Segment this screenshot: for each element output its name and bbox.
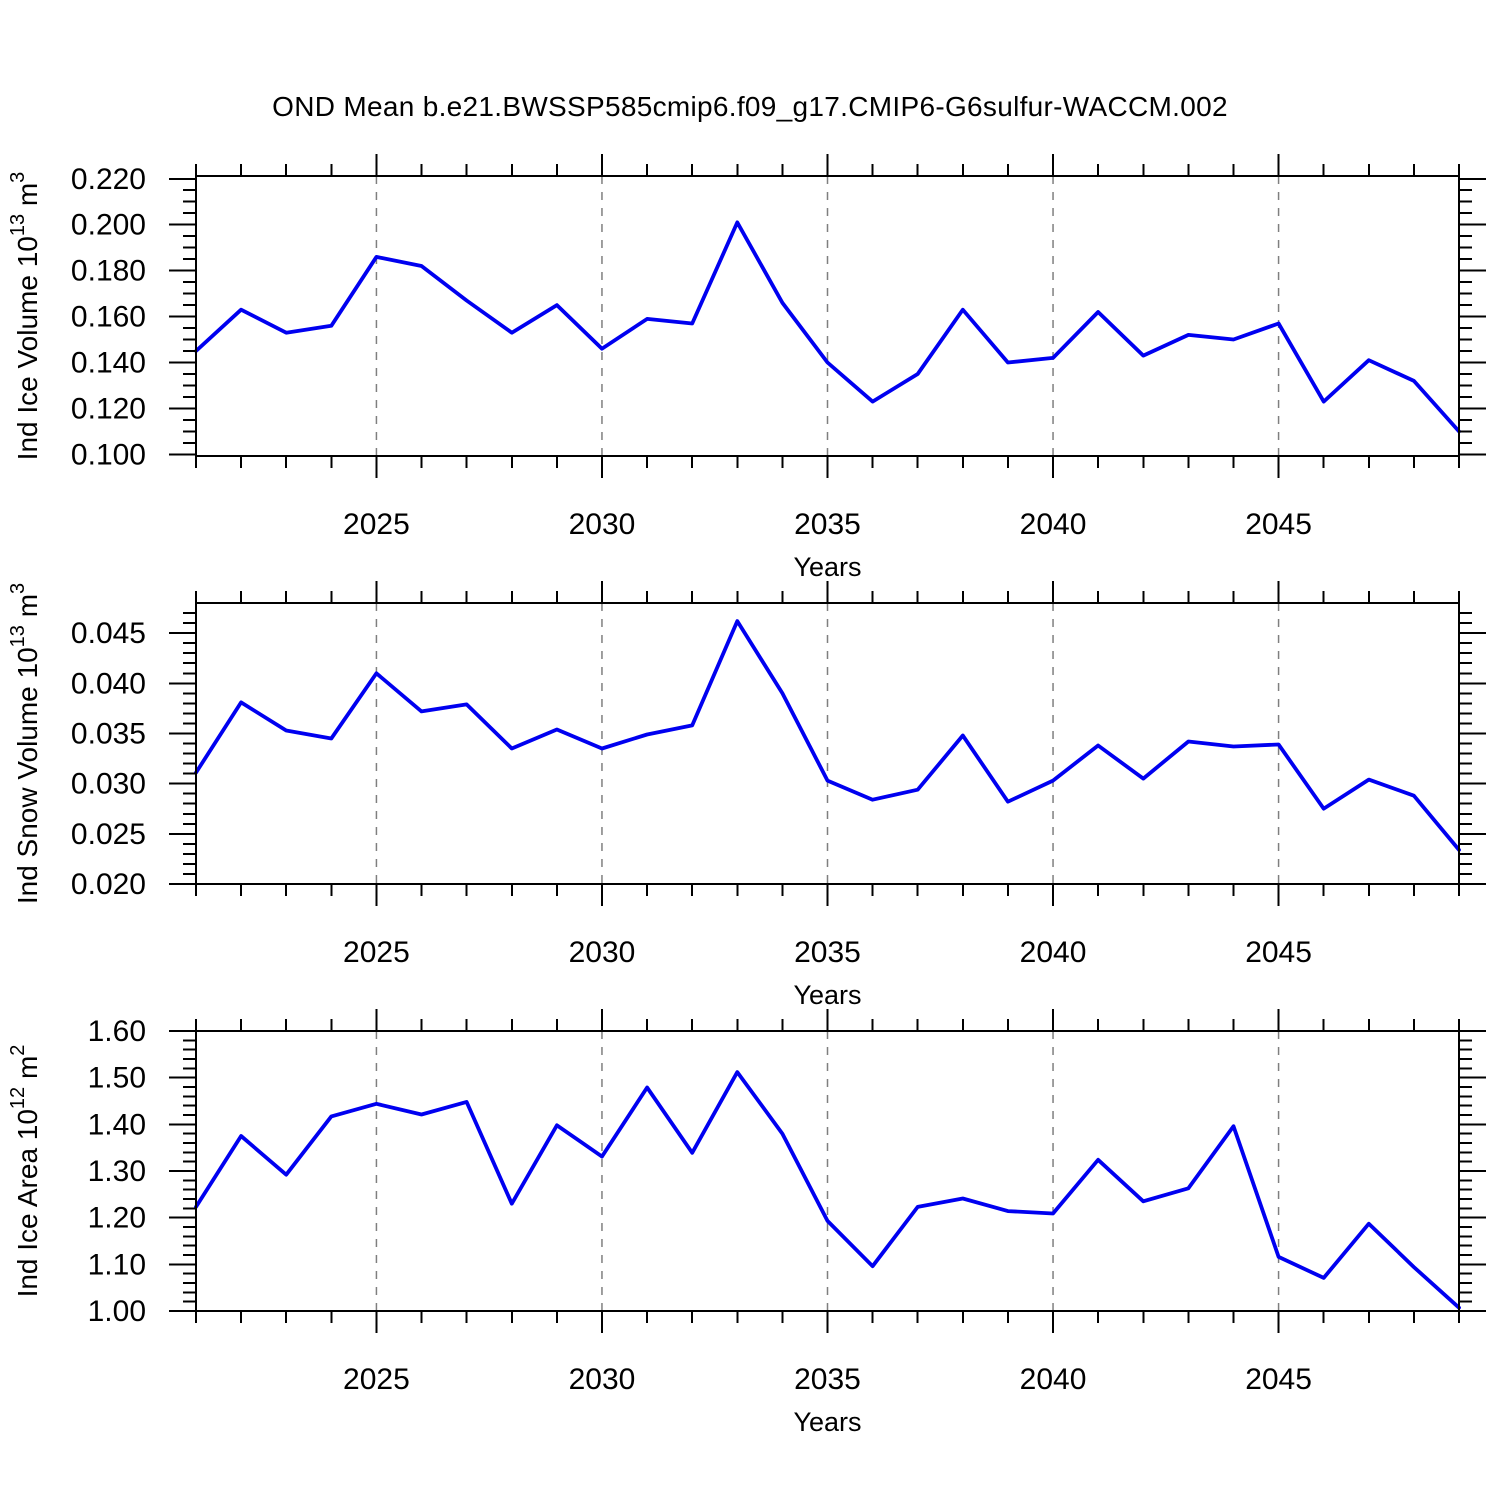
x-axis-title: Years (793, 1407, 861, 1437)
x-tick-label: 2040 (1020, 936, 1087, 969)
x-tick-label: 2035 (794, 508, 861, 541)
x-tick-label: 2030 (569, 508, 636, 541)
y-tick-label: 0.180 (71, 255, 146, 288)
x-tick-label: 2025 (343, 936, 410, 969)
plot-border (195, 1030, 1460, 1312)
grid-lines (375, 176, 1280, 456)
panel-snow-volume: 0.020 0.025 0.030 0.035 0.040 0.045 2025 2030 20… (7, 581, 1486, 1010)
tick-marks (169, 1009, 1486, 1333)
x-tick-label: 2040 (1020, 508, 1087, 541)
y-axis-title: Ind Ice Volume 1013 m3 (7, 172, 43, 461)
y-tick-label: 0.040 (71, 667, 146, 700)
tick-marks (169, 154, 1486, 478)
y-tick-label: 0.160 (71, 301, 146, 334)
tick-marks (169, 581, 1486, 906)
grid-lines (375, 1031, 1280, 1311)
x-tick-label: 2025 (343, 1363, 410, 1396)
chart-title: OND Mean b.e21.BWSSP585cmip6.f09_g17.CMI… (272, 91, 1228, 122)
y-tick-label: 0.220 (71, 163, 146, 196)
y-tick-label: 0.030 (71, 768, 146, 801)
x-tick-label: 2030 (569, 1363, 636, 1396)
plot-border (195, 175, 1460, 457)
x-tick-label: 2035 (794, 1363, 861, 1396)
x-axis-title: Years (793, 980, 861, 1010)
panel-ice-volume: 0.100 0.120 0.140 0.160 0.180 0.200 0.220 2025 2… (7, 154, 1486, 582)
x-tick-label: 2045 (1245, 936, 1312, 969)
grid-lines (375, 603, 1280, 884)
data-line-ice-area (194, 1070, 1461, 1310)
y-axis-title: Ind Snow Volume 1013 m3 (7, 583, 43, 904)
y-tick-label: 1.50 (88, 1062, 146, 1095)
data-line-ice-volume (194, 220, 1461, 434)
y-tick-label: 1.10 (88, 1248, 146, 1281)
data-line-snow-volume (194, 619, 1461, 852)
y-tick-label: 0.035 (71, 717, 146, 750)
y-tick-label: 1.40 (88, 1108, 146, 1141)
y-tick-label: 0.025 (71, 818, 146, 851)
y-tick-label: 1.30 (88, 1155, 146, 1188)
y-tick-label: 0.200 (71, 209, 146, 242)
y-tick-label: 1.60 (88, 1015, 146, 1048)
y-axis-title: Ind Ice Area 1012 m2 (7, 1045, 43, 1298)
panel-ice-area: 1.00 1.10 1.20 1.30 1.40 1.50 1.60 2025 2030 2035… (7, 1009, 1486, 1437)
y-tick-label: 1.00 (88, 1295, 146, 1328)
y-tick-label: 0.120 (71, 392, 146, 425)
y-tick-label: 1.20 (88, 1202, 146, 1235)
x-axis-title: Years (793, 552, 861, 582)
x-tick-label: 2045 (1245, 508, 1312, 541)
x-tick-label: 2040 (1020, 1363, 1087, 1396)
y-tick-label: 0.045 (71, 617, 146, 650)
x-tick-label: 2025 (343, 508, 410, 541)
x-tick-label: 2030 (569, 936, 636, 969)
x-tick-label: 2035 (794, 936, 861, 969)
y-tick-label: 0.020 (71, 868, 146, 901)
x-tick-label: 2045 (1245, 1363, 1312, 1396)
y-tick-label: 0.100 (71, 438, 146, 471)
y-tick-label: 0.140 (71, 347, 146, 380)
